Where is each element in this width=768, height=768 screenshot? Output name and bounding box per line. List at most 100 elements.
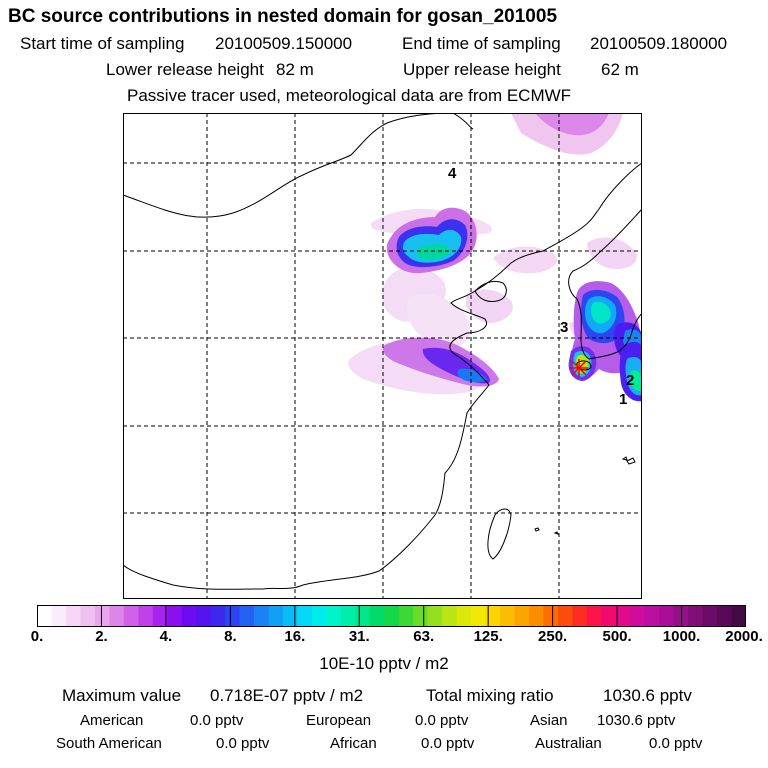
colorbar-units: 10E-10 pptv / m2 bbox=[319, 654, 449, 673]
coastline-korea-east bbox=[588, 312, 642, 360]
colorbar-cell bbox=[51, 605, 67, 627]
receptor-marker bbox=[570, 359, 588, 377]
colorbar-tick-label: 0. bbox=[30, 628, 44, 645]
colorbar-cell bbox=[398, 605, 414, 627]
island-islet-3 bbox=[534, 527, 540, 532]
colorbar-cell bbox=[717, 605, 733, 627]
lower-release-value: 82 m bbox=[276, 60, 314, 79]
source-label-4: 4 bbox=[448, 165, 457, 182]
haze-east-sea bbox=[587, 237, 637, 269]
region-european-label: European bbox=[306, 712, 372, 729]
colorbar-cell bbox=[456, 605, 472, 627]
region-american-value: 0.0 pptv bbox=[190, 712, 244, 729]
colorbar-tick-label: 500. bbox=[602, 628, 632, 645]
tracer-contribution-field bbox=[348, 113, 642, 402]
colorbar-cell bbox=[123, 605, 139, 627]
colorbar-frame bbox=[37, 605, 746, 627]
colorbar-cell bbox=[282, 605, 299, 627]
island-islet-1 bbox=[626, 457, 636, 465]
coastline-china bbox=[123, 162, 642, 590]
colorbar-dividers bbox=[100, 605, 683, 627]
colorbar-cell bbox=[485, 605, 501, 627]
colorbar-cell bbox=[355, 605, 371, 627]
colorbar-cell bbox=[311, 605, 327, 627]
colorbar-cell bbox=[196, 605, 212, 627]
region-american-label: American bbox=[80, 712, 144, 729]
source-label-2: 2 bbox=[626, 372, 634, 389]
source-labels: 4 3 2 1 bbox=[448, 165, 634, 408]
map-title: BC source contributions in nested domain… bbox=[8, 6, 558, 27]
border-north bbox=[452, 113, 474, 130]
upper-release-value: 62 m bbox=[601, 60, 639, 79]
plume-south-core bbox=[457, 368, 487, 383]
colorbar-cell bbox=[239, 605, 255, 627]
max-value: 0.718E-07 pptv / m2 bbox=[210, 686, 364, 705]
colorbar-cell bbox=[586, 605, 602, 627]
tracer-note: Passive tracer used, meteorological data… bbox=[127, 86, 572, 105]
colorbar-tick-label: 2000. bbox=[725, 628, 763, 645]
start-time-label: Start time of sampling bbox=[20, 34, 185, 53]
colorbar-cell bbox=[384, 605, 400, 627]
colorbar-cell bbox=[37, 605, 53, 627]
colorbar-cell bbox=[659, 605, 675, 627]
region-asian-label: Asian bbox=[530, 712, 568, 729]
border-inner-mongolia bbox=[123, 113, 454, 218]
colorbar-tick-label: 8. bbox=[224, 628, 237, 645]
colorbar-cell bbox=[615, 605, 631, 627]
region-african-label: African bbox=[330, 735, 377, 752]
haze-shandong bbox=[466, 289, 513, 324]
colorbar-cell bbox=[109, 605, 125, 627]
colorbar-cell bbox=[557, 605, 573, 627]
colorbar-cell bbox=[601, 605, 617, 627]
island-islet-4 bbox=[553, 531, 559, 535]
colorbar-cell bbox=[500, 605, 516, 627]
plume-4-peak bbox=[416, 244, 451, 261]
colorbar-tick-label: 1000. bbox=[662, 628, 701, 645]
source-label-1: 1 bbox=[619, 391, 627, 408]
colorbar-tick-label: 4. bbox=[159, 628, 173, 645]
colorbar-cell bbox=[65, 605, 82, 627]
colorbar-cell bbox=[528, 605, 545, 627]
colorbar-cell bbox=[167, 605, 183, 627]
region-african-value: 0.0 pptv bbox=[421, 735, 475, 752]
grid-lines bbox=[123, 113, 642, 599]
colorbar-cell bbox=[413, 605, 429, 627]
colorbar-cell bbox=[572, 605, 588, 627]
colorbar-cell bbox=[442, 605, 458, 627]
start-time-value: 20100509.150000 bbox=[215, 34, 353, 53]
colorbar-cell bbox=[297, 605, 313, 627]
colorbar-cells bbox=[37, 605, 746, 627]
island-taiwan bbox=[487, 508, 512, 560]
colorbar bbox=[37, 605, 746, 627]
plume-korea-peak bbox=[590, 301, 611, 324]
colorbar-cell bbox=[471, 605, 487, 627]
colorbar-cell bbox=[644, 605, 660, 627]
coastline-bohai bbox=[474, 280, 507, 302]
colorbar-cell bbox=[80, 605, 96, 627]
colorbar-tick-label: 125. bbox=[473, 628, 503, 645]
colorbar-cell bbox=[731, 605, 746, 627]
colorbar-tick-label: 2. bbox=[95, 628, 108, 645]
map-frame bbox=[123, 113, 642, 599]
end-time-label: End time of sampling bbox=[402, 34, 561, 53]
colorbar-cell bbox=[326, 605, 342, 627]
colorbar-tick-label: 250. bbox=[538, 628, 568, 645]
colorbar-cell bbox=[138, 605, 154, 627]
region-australian-value: 0.0 pptv bbox=[649, 735, 703, 752]
region-south-american-value: 0.0 pptv bbox=[216, 735, 270, 752]
upper-release-label: Upper release height bbox=[403, 60, 561, 79]
colorbar-cell bbox=[630, 605, 646, 627]
colorbar-cell bbox=[268, 605, 284, 627]
colorbar-cell bbox=[427, 605, 443, 627]
colorbar-tick-label: 63. bbox=[413, 628, 435, 645]
colorbar-cell bbox=[340, 605, 356, 627]
colorbar-cell bbox=[210, 605, 226, 627]
coastlines bbox=[123, 113, 642, 590]
colorbar-cell bbox=[94, 605, 110, 627]
colorbar-tick-label: 16. bbox=[284, 628, 306, 645]
source-contribution-map: 4 3 2 1 bbox=[123, 113, 642, 599]
colorbar-cell bbox=[181, 605, 197, 627]
haze-top-core bbox=[535, 113, 609, 136]
colorbar-cell bbox=[702, 605, 718, 627]
island-islet-2 bbox=[621, 456, 628, 461]
